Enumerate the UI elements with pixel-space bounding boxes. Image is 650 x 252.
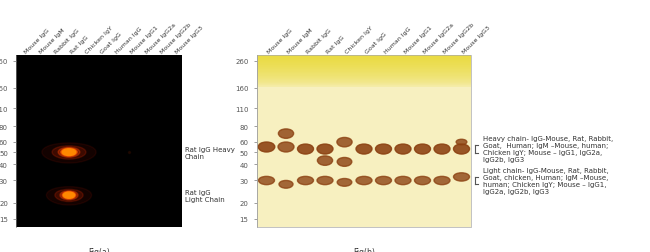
Ellipse shape <box>317 177 333 185</box>
Text: Human IgG: Human IgG <box>114 26 143 54</box>
Bar <box>257 63 471 64</box>
Text: Light chain- IgG-Mouse, Rat, Rabbit,
Goat, chicken, Human; IgM –Mouse,
human; Ch: Light chain- IgG-Mouse, Rat, Rabbit, Goa… <box>483 167 608 194</box>
Bar <box>257 79 471 80</box>
Bar <box>257 69 471 70</box>
Bar <box>257 72 471 73</box>
Bar <box>257 59 471 60</box>
Ellipse shape <box>258 142 275 152</box>
Bar <box>257 80 471 81</box>
Bar <box>257 85 471 86</box>
Ellipse shape <box>415 144 430 154</box>
Text: Mouse IgG2b: Mouse IgG2b <box>442 22 474 54</box>
Text: Heavy chain- IgG-Mouse, Rat, Rabbit,
Goat,  Human; IgM –Mouse, human;
Chicken Ig: Heavy chain- IgG-Mouse, Rat, Rabbit, Goa… <box>483 136 613 163</box>
Bar <box>257 77 471 78</box>
Ellipse shape <box>317 156 333 166</box>
Text: Goat IgG: Goat IgG <box>364 31 387 54</box>
Text: Mouse IgG3: Mouse IgG3 <box>462 25 491 54</box>
Ellipse shape <box>395 144 411 154</box>
Bar <box>257 64 471 65</box>
Bar <box>257 62 471 63</box>
Ellipse shape <box>356 177 372 185</box>
Ellipse shape <box>376 144 391 154</box>
Bar <box>257 65 471 66</box>
Bar <box>257 68 471 69</box>
Text: Chicken IgY: Chicken IgY <box>84 25 114 54</box>
Ellipse shape <box>456 140 467 145</box>
Text: Fig(a): Fig(a) <box>88 247 110 252</box>
Bar <box>257 56 471 57</box>
Bar <box>257 55 471 56</box>
Text: Mouse IgG2b: Mouse IgG2b <box>159 22 192 54</box>
Bar <box>257 86 471 87</box>
Ellipse shape <box>356 144 372 154</box>
Bar <box>257 76 471 77</box>
Ellipse shape <box>278 142 294 152</box>
Bar <box>257 81 471 82</box>
Text: Chicken IgY: Chicken IgY <box>344 25 374 54</box>
Text: Mouse IgG2a: Mouse IgG2a <box>422 22 455 54</box>
Ellipse shape <box>52 146 86 160</box>
Ellipse shape <box>58 148 80 158</box>
Text: Mouse IgM: Mouse IgM <box>286 27 313 54</box>
Text: Rat IgG
Light Chain: Rat IgG Light Chain <box>185 189 225 202</box>
Text: Mouse IgG1: Mouse IgG1 <box>129 25 159 54</box>
Ellipse shape <box>61 149 77 156</box>
Ellipse shape <box>337 158 352 167</box>
Ellipse shape <box>395 177 411 185</box>
Bar <box>257 87 471 88</box>
Ellipse shape <box>337 138 352 147</box>
Text: Rat IgG: Rat IgG <box>69 35 89 54</box>
Text: Mouse IgG: Mouse IgG <box>266 27 293 54</box>
Text: Rabbit IgG: Rabbit IgG <box>54 27 81 54</box>
Ellipse shape <box>298 144 313 154</box>
Text: Fig(b): Fig(b) <box>353 247 375 252</box>
Ellipse shape <box>259 177 274 185</box>
Bar <box>257 73 471 74</box>
Bar <box>257 74 471 75</box>
Ellipse shape <box>337 179 352 186</box>
Ellipse shape <box>55 190 83 202</box>
Bar <box>257 57 471 58</box>
Text: Rat IgG Heavy
Chain: Rat IgG Heavy Chain <box>185 146 235 159</box>
Text: Mouse IgM: Mouse IgM <box>39 27 66 54</box>
Bar <box>257 70 471 71</box>
Bar <box>257 71 471 72</box>
Text: Mouse IgG3: Mouse IgG3 <box>174 25 204 54</box>
Text: Goat IgG: Goat IgG <box>99 31 122 54</box>
Bar <box>257 60 471 61</box>
Bar <box>257 84 471 85</box>
Bar <box>257 82 471 83</box>
Ellipse shape <box>42 143 96 163</box>
Ellipse shape <box>376 177 391 185</box>
Bar <box>257 83 471 84</box>
Ellipse shape <box>434 144 450 154</box>
Ellipse shape <box>434 177 450 185</box>
Text: Mouse IgG: Mouse IgG <box>24 27 51 54</box>
Text: Mouse IgG1: Mouse IgG1 <box>403 25 433 54</box>
Bar <box>257 75 471 76</box>
Ellipse shape <box>454 173 469 181</box>
Ellipse shape <box>454 144 469 154</box>
Ellipse shape <box>63 192 75 198</box>
Ellipse shape <box>279 181 293 188</box>
Ellipse shape <box>62 149 76 156</box>
Text: Human IgG: Human IgG <box>384 26 412 54</box>
Ellipse shape <box>278 129 294 139</box>
Text: Rat IgG: Rat IgG <box>325 35 345 54</box>
Ellipse shape <box>46 187 92 205</box>
Ellipse shape <box>415 177 430 185</box>
Ellipse shape <box>317 144 333 154</box>
Ellipse shape <box>298 177 313 185</box>
Ellipse shape <box>62 192 76 199</box>
Bar <box>257 66 471 67</box>
Bar <box>257 61 471 62</box>
Bar <box>257 58 471 59</box>
Bar <box>257 67 471 68</box>
Text: Mouse IgG2a: Mouse IgG2a <box>144 22 177 54</box>
Ellipse shape <box>60 191 78 200</box>
Bar <box>257 78 471 79</box>
Text: Rabbit IgG: Rabbit IgG <box>306 27 332 54</box>
